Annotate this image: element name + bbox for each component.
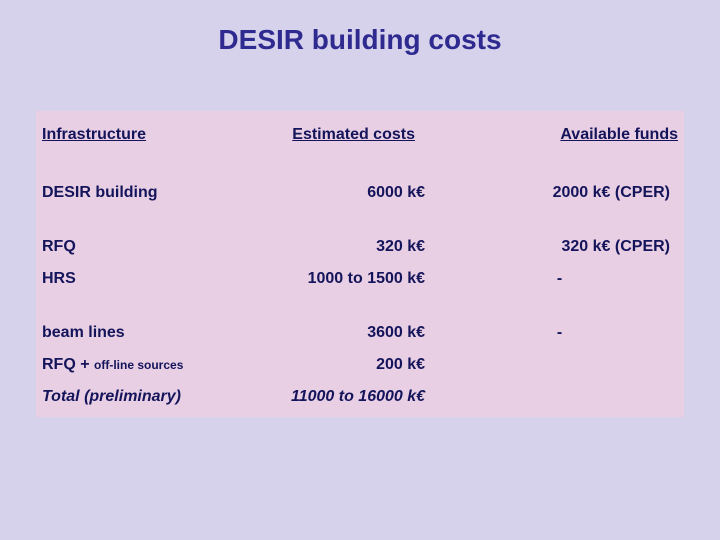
table-row: RFQ 320 k€ 320 k€ (CPER) [42,231,678,263]
cell-available [449,349,678,381]
header-infrastructure: Infrastructure [42,115,258,155]
cell-label: HRS [42,263,258,295]
costs-table-container: Infrastructure Estimated costs Available… [36,111,684,417]
cell-available: - [449,317,678,349]
cell-available: 2000 k€ (CPER) [449,177,678,209]
cell-available [449,381,678,413]
cell-label: Total (preliminary) [42,381,258,413]
table-header-row: Infrastructure Estimated costs Available… [42,115,678,155]
table-row: RFQ + off-line sources 200 k€ [42,349,678,381]
cell-label: DESIR building [42,177,258,209]
header-available: Available funds [449,115,678,155]
page-title: DESIR building costs [0,0,720,56]
cell-estimated: 1000 to 1500 k€ [258,263,449,295]
cell-label-note: off-line sources [94,358,183,372]
cell-estimated: 200 k€ [258,349,449,381]
cell-available: - [449,263,678,295]
slide: DESIR building costs Infrastructure Esti… [0,0,720,540]
cell-label: RFQ + off-line sources [42,349,258,381]
cell-label-main: RFQ + [42,356,94,373]
cell-label: RFQ [42,231,258,263]
table-row: HRS 1000 to 1500 k€ - [42,263,678,295]
costs-table: Infrastructure Estimated costs Available… [42,115,678,413]
cell-estimated: 11000 to 16000 k€ [258,381,449,413]
cell-estimated: 3600 k€ [258,317,449,349]
table-row: beam lines 3600 k€ - [42,317,678,349]
cell-estimated: 6000 k€ [258,177,449,209]
header-estimated: Estimated costs [258,115,449,155]
table-row: DESIR building 6000 k€ 2000 k€ (CPER) [42,177,678,209]
cell-estimated: 320 k€ [258,231,449,263]
cell-available: 320 k€ (CPER) [449,231,678,263]
cell-label: beam lines [42,317,258,349]
table-row-total: Total (preliminary) 11000 to 16000 k€ [42,381,678,413]
